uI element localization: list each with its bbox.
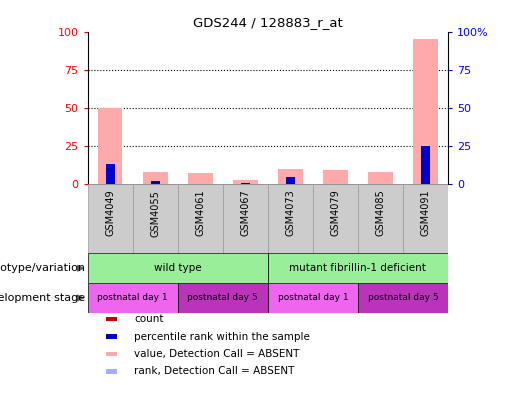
Text: GSM4049: GSM4049 bbox=[105, 190, 115, 236]
Bar bbox=[323, 170, 348, 184]
Title: GDS244 / 128883_r_at: GDS244 / 128883_r_at bbox=[193, 16, 342, 29]
Bar bbox=[106, 164, 115, 184]
Bar bbox=[151, 181, 160, 184]
Text: GSM4067: GSM4067 bbox=[241, 190, 250, 236]
Bar bbox=[241, 183, 250, 184]
Bar bbox=[313, 184, 358, 253]
Bar bbox=[268, 283, 358, 313]
Bar bbox=[106, 352, 117, 356]
Bar bbox=[88, 253, 268, 283]
Bar bbox=[88, 184, 133, 253]
Text: value, Detection Call = ABSENT: value, Detection Call = ABSENT bbox=[134, 349, 300, 359]
Bar bbox=[403, 184, 448, 253]
Bar bbox=[106, 369, 117, 374]
Bar bbox=[106, 317, 117, 321]
Bar bbox=[358, 283, 448, 313]
Bar bbox=[178, 283, 268, 313]
Bar bbox=[421, 146, 430, 184]
Text: rank, Detection Call = ABSENT: rank, Detection Call = ABSENT bbox=[134, 366, 295, 377]
Text: postnatal day 5: postnatal day 5 bbox=[187, 293, 258, 303]
Bar bbox=[233, 179, 258, 184]
Text: GSM4091: GSM4091 bbox=[421, 190, 431, 236]
Bar bbox=[88, 283, 178, 313]
Bar bbox=[106, 334, 117, 339]
Text: development stage: development stage bbox=[0, 293, 85, 303]
Bar bbox=[143, 172, 167, 184]
Text: GSM4085: GSM4085 bbox=[375, 190, 385, 236]
Bar bbox=[133, 184, 178, 253]
Bar bbox=[286, 177, 295, 184]
Text: postnatal day 1: postnatal day 1 bbox=[97, 293, 168, 303]
Bar bbox=[268, 253, 448, 283]
Text: percentile rank within the sample: percentile rank within the sample bbox=[134, 331, 311, 342]
Bar bbox=[268, 184, 313, 253]
Bar bbox=[413, 39, 438, 184]
Text: GSM4073: GSM4073 bbox=[285, 190, 295, 236]
Text: GSM4055: GSM4055 bbox=[150, 190, 160, 236]
Text: genotype/variation: genotype/variation bbox=[0, 263, 85, 273]
Text: GSM4079: GSM4079 bbox=[331, 190, 340, 236]
Bar bbox=[368, 172, 393, 184]
Bar bbox=[98, 108, 123, 184]
Bar bbox=[358, 184, 403, 253]
Text: count: count bbox=[134, 314, 164, 324]
Text: postnatal day 1: postnatal day 1 bbox=[278, 293, 348, 303]
Text: wild type: wild type bbox=[154, 263, 201, 273]
Bar bbox=[188, 173, 213, 184]
Bar bbox=[222, 184, 268, 253]
Text: postnatal day 5: postnatal day 5 bbox=[368, 293, 438, 303]
Text: GSM4061: GSM4061 bbox=[195, 190, 205, 236]
Bar bbox=[278, 169, 303, 184]
Bar bbox=[178, 184, 222, 253]
Text: mutant fibrillin-1 deficient: mutant fibrillin-1 deficient bbox=[289, 263, 426, 273]
